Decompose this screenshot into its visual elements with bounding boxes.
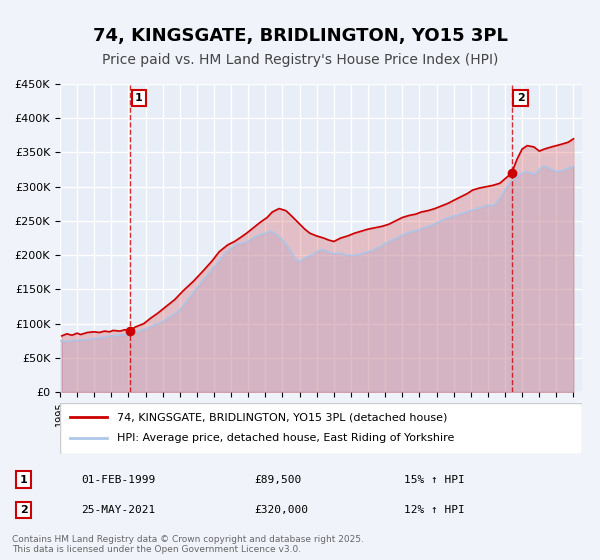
FancyBboxPatch shape xyxy=(60,403,582,454)
Text: 74, KINGSGATE, BRIDLINGTON, YO15 3PL (detached house): 74, KINGSGATE, BRIDLINGTON, YO15 3PL (de… xyxy=(118,412,448,422)
Text: 1: 1 xyxy=(135,93,143,103)
Text: 15% ↑ HPI: 15% ↑ HPI xyxy=(404,474,464,484)
Text: 74, KINGSGATE, BRIDLINGTON, YO15 3PL: 74, KINGSGATE, BRIDLINGTON, YO15 3PL xyxy=(92,27,508,45)
Text: 2: 2 xyxy=(20,505,28,515)
Text: 25-MAY-2021: 25-MAY-2021 xyxy=(81,505,155,515)
Text: £320,000: £320,000 xyxy=(254,505,308,515)
Text: Contains HM Land Registry data © Crown copyright and database right 2025.
This d: Contains HM Land Registry data © Crown c… xyxy=(12,535,364,554)
Text: 1: 1 xyxy=(20,474,28,484)
Text: Price paid vs. HM Land Registry's House Price Index (HPI): Price paid vs. HM Land Registry's House … xyxy=(102,53,498,67)
Text: HPI: Average price, detached house, East Riding of Yorkshire: HPI: Average price, detached house, East… xyxy=(118,433,455,444)
Text: £89,500: £89,500 xyxy=(254,474,301,484)
Text: 2: 2 xyxy=(517,93,524,103)
Text: 01-FEB-1999: 01-FEB-1999 xyxy=(81,474,155,484)
Text: 12% ↑ HPI: 12% ↑ HPI xyxy=(404,505,464,515)
